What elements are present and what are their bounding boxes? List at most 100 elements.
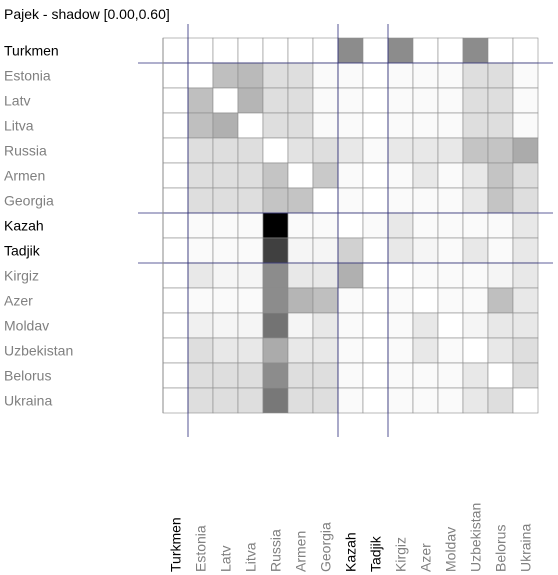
cell-moldav-kirgiz — [387, 312, 414, 339]
partition-lines — [138, 24, 553, 437]
cell-tadjik-kazah — [337, 237, 364, 264]
cell-litva-estonia — [187, 112, 214, 139]
cell-russia-georgia — [312, 137, 339, 164]
cell-georgia-moldav — [437, 187, 464, 214]
cell-belorus-tadjik — [362, 362, 389, 389]
row-label-ukraina: Ukraina — [4, 393, 52, 409]
cell-moldav-latv — [212, 312, 239, 339]
column-label-latv: Latv — [218, 546, 234, 572]
cell-kirgiz-georgia — [312, 262, 339, 289]
cell-latv-georgia — [312, 87, 339, 114]
cell-ukraina-russia — [262, 387, 289, 414]
cell-georgia-russia — [262, 187, 289, 214]
cell-latv-russia — [262, 87, 289, 114]
cell-russia-ukraina — [512, 137, 539, 164]
cell-kazah-latv — [212, 212, 239, 239]
cell-georgia-tadjik — [362, 187, 389, 214]
cell-latv-latv — [212, 87, 239, 114]
cell-estonia-armen — [287, 62, 314, 89]
cell-belorus-litva — [237, 362, 264, 389]
cell-georgia-ukraina — [512, 187, 539, 214]
cell-kazah-moldav — [437, 212, 464, 239]
row-label-litva: Litva — [4, 118, 34, 134]
cell-armen-moldav — [437, 162, 464, 189]
cell-litva-azer — [412, 112, 439, 139]
cell-kazah-uzbekistan — [462, 212, 489, 239]
cell-tadjik-litva — [237, 237, 264, 264]
cell-latv-moldav — [437, 87, 464, 114]
cell-belorus-estonia — [187, 362, 214, 389]
column-label-georgia: Georgia — [318, 522, 334, 572]
cell-russia-uzbekistan — [462, 137, 489, 164]
cell-kirgiz-kazah — [337, 262, 364, 289]
cell-belorus-kirgiz — [387, 362, 414, 389]
cell-armen-belorus — [487, 162, 514, 189]
column-label-estonia: Estonia — [193, 525, 209, 572]
cell-kazah-azer — [412, 212, 439, 239]
cell-latv-armen — [287, 87, 314, 114]
cell-armen-uzbekistan — [462, 162, 489, 189]
cell-ukraina-azer — [412, 387, 439, 414]
cell-kazah-belorus — [487, 212, 514, 239]
cell-litva-tadjik — [362, 112, 389, 139]
column-label-tadjik: Tadjik — [368, 535, 384, 572]
cell-kirgiz-tadjik — [362, 262, 389, 289]
cell-kirgiz-russia — [262, 262, 289, 289]
cell-tadjik-ukraina — [512, 237, 539, 264]
cell-litva-ukraina — [512, 112, 539, 139]
cell-georgia-armen — [287, 187, 314, 214]
row-label-moldav: Moldav — [4, 318, 49, 334]
cell-azer-turkmen — [162, 287, 189, 314]
cell-litva-armen — [287, 112, 314, 139]
cell-moldav-georgia — [312, 312, 339, 339]
cell-moldav-turkmen — [162, 312, 189, 339]
cell-kazah-russia — [262, 212, 289, 239]
row-label-georgia: Georgia — [4, 193, 54, 209]
cell-estonia-ukraina — [512, 62, 539, 89]
cell-belorus-uzbekistan — [462, 362, 489, 389]
cell-litva-latv — [212, 112, 239, 139]
row-label-armen: Armen — [4, 168, 45, 184]
cell-turkmen-ukraina — [512, 37, 539, 64]
column-label-litva: Litva — [243, 542, 259, 572]
cell-latv-kazah — [337, 87, 364, 114]
cell-azer-azer — [412, 287, 439, 314]
cell-turkmen-uzbekistan — [462, 37, 489, 64]
cell-latv-belorus — [487, 87, 514, 114]
cell-uzbekistan-russia — [262, 337, 289, 364]
cell-russia-belorus — [487, 137, 514, 164]
cell-armen-ukraina — [512, 162, 539, 189]
cell-litva-turkmen — [162, 112, 189, 139]
cell-armen-russia — [262, 162, 289, 189]
cell-latv-uzbekistan — [462, 87, 489, 114]
cell-turkmen-litva — [237, 37, 264, 64]
cell-georgia-litva — [237, 187, 264, 214]
chart-title: Pajek - shadow [0.00,0.60] — [4, 6, 170, 22]
cell-estonia-moldav — [437, 62, 464, 89]
cell-russia-tadjik — [362, 137, 389, 164]
cell-ukraina-uzbekistan — [462, 387, 489, 414]
row-label-estonia: Estonia — [4, 68, 51, 84]
cell-armen-kirgiz — [387, 162, 414, 189]
cell-russia-armen — [287, 137, 314, 164]
cell-belorus-ukraina — [512, 362, 539, 389]
cell-kirgiz-moldav — [437, 262, 464, 289]
cell-azer-belorus — [487, 287, 514, 314]
column-label-azer: Azer — [418, 543, 434, 572]
cell-uzbekistan-ukraina — [512, 337, 539, 364]
row-label-azer: Azer — [4, 293, 33, 309]
cell-moldav-belorus — [487, 312, 514, 339]
cell-uzbekistan-kirgiz — [387, 337, 414, 364]
cell-ukraina-kirgiz — [387, 387, 414, 414]
cell-ukraina-ukraina — [512, 387, 539, 414]
cell-tadjik-latv — [212, 237, 239, 264]
cell-kazah-litva — [237, 212, 264, 239]
column-labels: Turkmen Estonia Latv Litva Russia Armen Georgi… — [168, 503, 534, 572]
cell-estonia-kazah — [337, 62, 364, 89]
row-label-latv: Latv — [4, 93, 30, 109]
cell-ukraina-armen — [287, 387, 314, 414]
cell-azer-latv — [212, 287, 239, 314]
cell-armen-latv — [212, 162, 239, 189]
cell-estonia-kirgiz — [387, 62, 414, 89]
